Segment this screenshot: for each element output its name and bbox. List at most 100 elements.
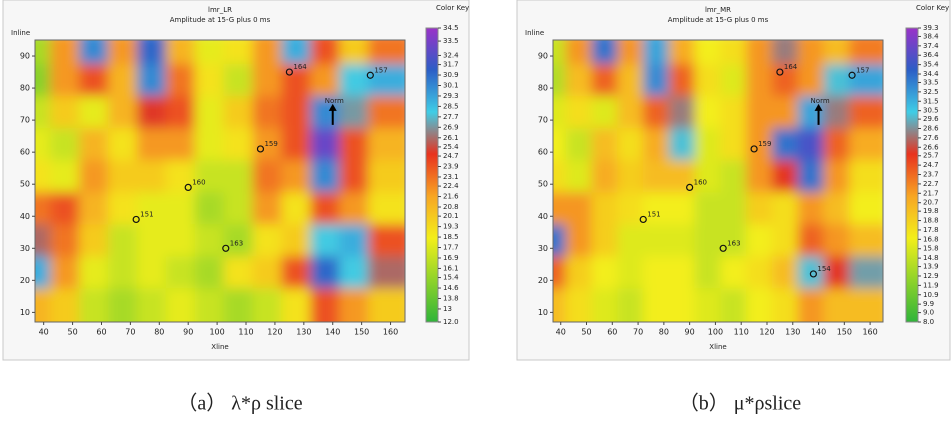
colorbar-tick-label: 14.8 — [923, 254, 939, 262]
colorbar-tick-label: 27.7 — [443, 113, 459, 121]
well-label: 151 — [140, 210, 153, 218]
x-tick-label: 100 — [209, 328, 224, 337]
heatmap — [35, 40, 405, 322]
well-marker — [256, 145, 265, 153]
colorbar-tick-label: 26.9 — [443, 123, 459, 131]
colorbar-tick-label: 16.1 — [443, 264, 459, 272]
colorbar-tick-label: 26.1 — [443, 134, 459, 142]
x-axis-label: Xline — [211, 343, 228, 351]
colorbar-tick-label: 33.5 — [443, 37, 459, 45]
x-tick-label: 90 — [183, 328, 193, 337]
colorbar-tick-label: 10.9 — [923, 291, 939, 299]
colorbar-tick-label: 30.1 — [443, 81, 459, 89]
colorbar-tick-label: 18.8 — [923, 217, 939, 225]
well-marker — [184, 183, 192, 192]
well-label: 163 — [230, 239, 243, 247]
y-tick-label: 20 — [538, 276, 548, 285]
x-tick-label: 90 — [685, 328, 695, 337]
chart-subtitle: Amplitude at 15-G plus 0 ms — [170, 16, 271, 24]
colorbar-tick-label: 9.0 — [923, 309, 934, 317]
y-tick-label: 70 — [20, 116, 30, 125]
colorbar-tick-label: 12.0 — [443, 318, 459, 326]
well-label: 160 — [192, 178, 205, 186]
x-tick-label: 110 — [734, 328, 749, 337]
heatmap-cell — [849, 288, 883, 322]
colorbar-tick-label: 21.6 — [443, 193, 459, 201]
x-tick-label: 140 — [325, 328, 340, 337]
heatmap-cells — [35, 40, 405, 322]
well-label: 159 — [264, 140, 277, 148]
y-tick-label: 30 — [538, 244, 548, 253]
colorbar-tick-label: 21.7 — [923, 189, 939, 197]
x-tick-label: 160 — [862, 328, 877, 337]
colorbar-tick-label: 32.5 — [923, 88, 939, 96]
x-tick-label: 160 — [383, 328, 398, 337]
y-tick-label: 60 — [538, 148, 548, 157]
well-marker — [776, 68, 784, 76]
annotation: Norm — [325, 97, 344, 105]
colorbar-tick-label: 34.5 — [443, 24, 459, 32]
y-tick-label: 10 — [20, 308, 30, 317]
heatmap-cell — [368, 288, 405, 322]
colorbar-label: Color Key — [436, 4, 469, 12]
colorbar-tick-label: 27.6 — [923, 134, 939, 142]
x-tick-label: 120 — [267, 328, 282, 337]
colorbar-tick-label: 22.7 — [923, 180, 939, 188]
colorbar-tick-label: 26.6 — [923, 143, 939, 151]
colorbar-tick-label: 37.4 — [923, 42, 939, 50]
x-tick-label: 70 — [633, 328, 643, 337]
colorbar-label: Color Key — [916, 4, 949, 12]
y-tick-label: 80 — [538, 84, 548, 93]
colorbar-tick-label: 15.8 — [923, 245, 939, 253]
colorbar — [905, 27, 919, 323]
x-tick-label: 40 — [39, 328, 49, 337]
well-marker — [848, 71, 856, 79]
colorbar-tick-label: 13.8 — [443, 294, 459, 302]
well-marker — [809, 270, 817, 278]
colorbar-tick-label: 38.4 — [923, 32, 939, 40]
colorbar-tick-label: 25.4 — [443, 143, 459, 151]
colorbar-tick-label: 22.4 — [443, 182, 459, 190]
y-tick-label: 50 — [538, 180, 548, 189]
y-tick-label: 50 — [20, 180, 30, 189]
colorbar-tick-label: 36.4 — [923, 51, 939, 59]
well-label: 157 — [856, 66, 869, 74]
x-tick-label: 70 — [125, 328, 135, 337]
x-tick-label: 80 — [659, 328, 669, 337]
colorbar-tick-label: 16.8 — [923, 235, 939, 243]
colorbar-tick-label: 24.7 — [443, 152, 459, 160]
caption: （b） μ*ρslice — [679, 392, 801, 415]
colorbar-tick-label: 29.6 — [923, 115, 939, 123]
well-label: 154 — [817, 265, 831, 273]
colorbar-tick-label: 20.8 — [443, 203, 459, 211]
x-tick-label: 60 — [607, 328, 617, 337]
well-label: 159 — [758, 140, 771, 148]
well-label: 160 — [694, 178, 707, 186]
x-tick-label: 80 — [154, 328, 164, 337]
colorbar-tick-label: 31.7 — [443, 61, 459, 69]
colorbar-tick-label: 19.8 — [923, 207, 939, 215]
colorbar-tick-label: 14.6 — [443, 284, 459, 292]
x-tick-label: 150 — [354, 328, 369, 337]
y-tick-label: 70 — [538, 116, 548, 125]
y-tick-label: 90 — [538, 52, 548, 61]
colorbar-tick-label: 20.7 — [923, 199, 939, 207]
y-axis-label: Inline — [525, 29, 544, 37]
well-label: 164 — [784, 63, 798, 71]
x-tick-label: 110 — [238, 328, 253, 337]
colorbar-tick-label: 19.3 — [443, 223, 459, 231]
colorbar-tick-label: 8.0 — [923, 318, 934, 326]
x-tick-label: 40 — [556, 328, 566, 337]
x-tick-label: 50 — [581, 328, 591, 337]
x-tick-label: 120 — [759, 328, 774, 337]
plot-border — [34, 39, 406, 323]
heatmap-cells — [553, 40, 883, 322]
well-marker — [366, 71, 374, 79]
well-label: 151 — [647, 210, 660, 218]
colorbar-tick-label: 23.1 — [443, 173, 459, 181]
colorbar-tick-label: 28.5 — [443, 102, 459, 110]
colorbar-tick-label: 18.5 — [443, 233, 459, 241]
y-tick-label: 10 — [538, 308, 548, 317]
colorbar-tick-label: 28.6 — [923, 125, 939, 133]
well-marker — [285, 68, 293, 76]
